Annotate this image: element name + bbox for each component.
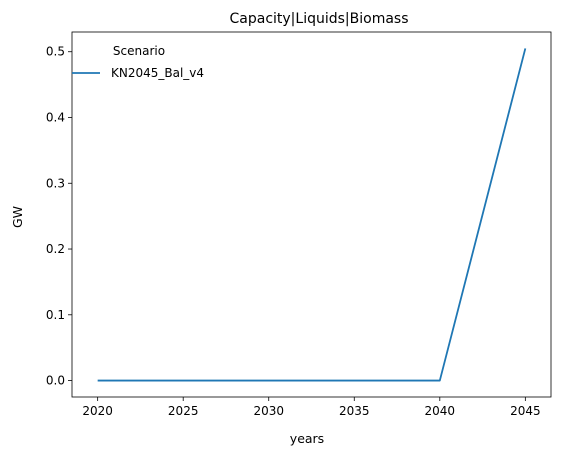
x-axis-ticks: 2020 2025 2030 2035 2040 2045 <box>82 397 541 418</box>
legend: Scenario KN2045_Bal_v4 <box>72 44 204 80</box>
series-line-KN2045_Bal_v4 <box>97 48 527 382</box>
y-axis-title: GW <box>10 206 25 228</box>
x-axis-title: years <box>290 431 324 446</box>
y-tick-label: 0.4 <box>46 110 65 124</box>
x-tick-label: 2040 <box>425 404 456 418</box>
x-tick-label: 2035 <box>339 404 370 418</box>
y-tick-label: 0.3 <box>46 176 65 190</box>
plot-frame <box>71 31 552 398</box>
chart-title: Capacity|Liquids|Biomass <box>230 11 409 27</box>
series-layer <box>97 48 527 382</box>
x-tick-label: 2030 <box>253 404 284 418</box>
y-tick-label: 0.1 <box>46 308 65 322</box>
x-tick-label: 2045 <box>510 404 541 418</box>
y-tick-label: 0.0 <box>46 374 65 388</box>
y-axis-ticks: 0.0 0.1 0.2 0.3 0.4 0.5 <box>46 45 72 388</box>
x-tick-label: 2025 <box>168 404 199 418</box>
legend-title: Scenario <box>113 44 165 58</box>
legend-entry-label: KN2045_Bal_v4 <box>111 66 204 80</box>
x-tick-label: 2020 <box>82 404 113 418</box>
y-tick-label: 0.5 <box>46 45 65 59</box>
y-tick-label: 0.2 <box>46 242 65 256</box>
plot-area <box>71 31 552 398</box>
